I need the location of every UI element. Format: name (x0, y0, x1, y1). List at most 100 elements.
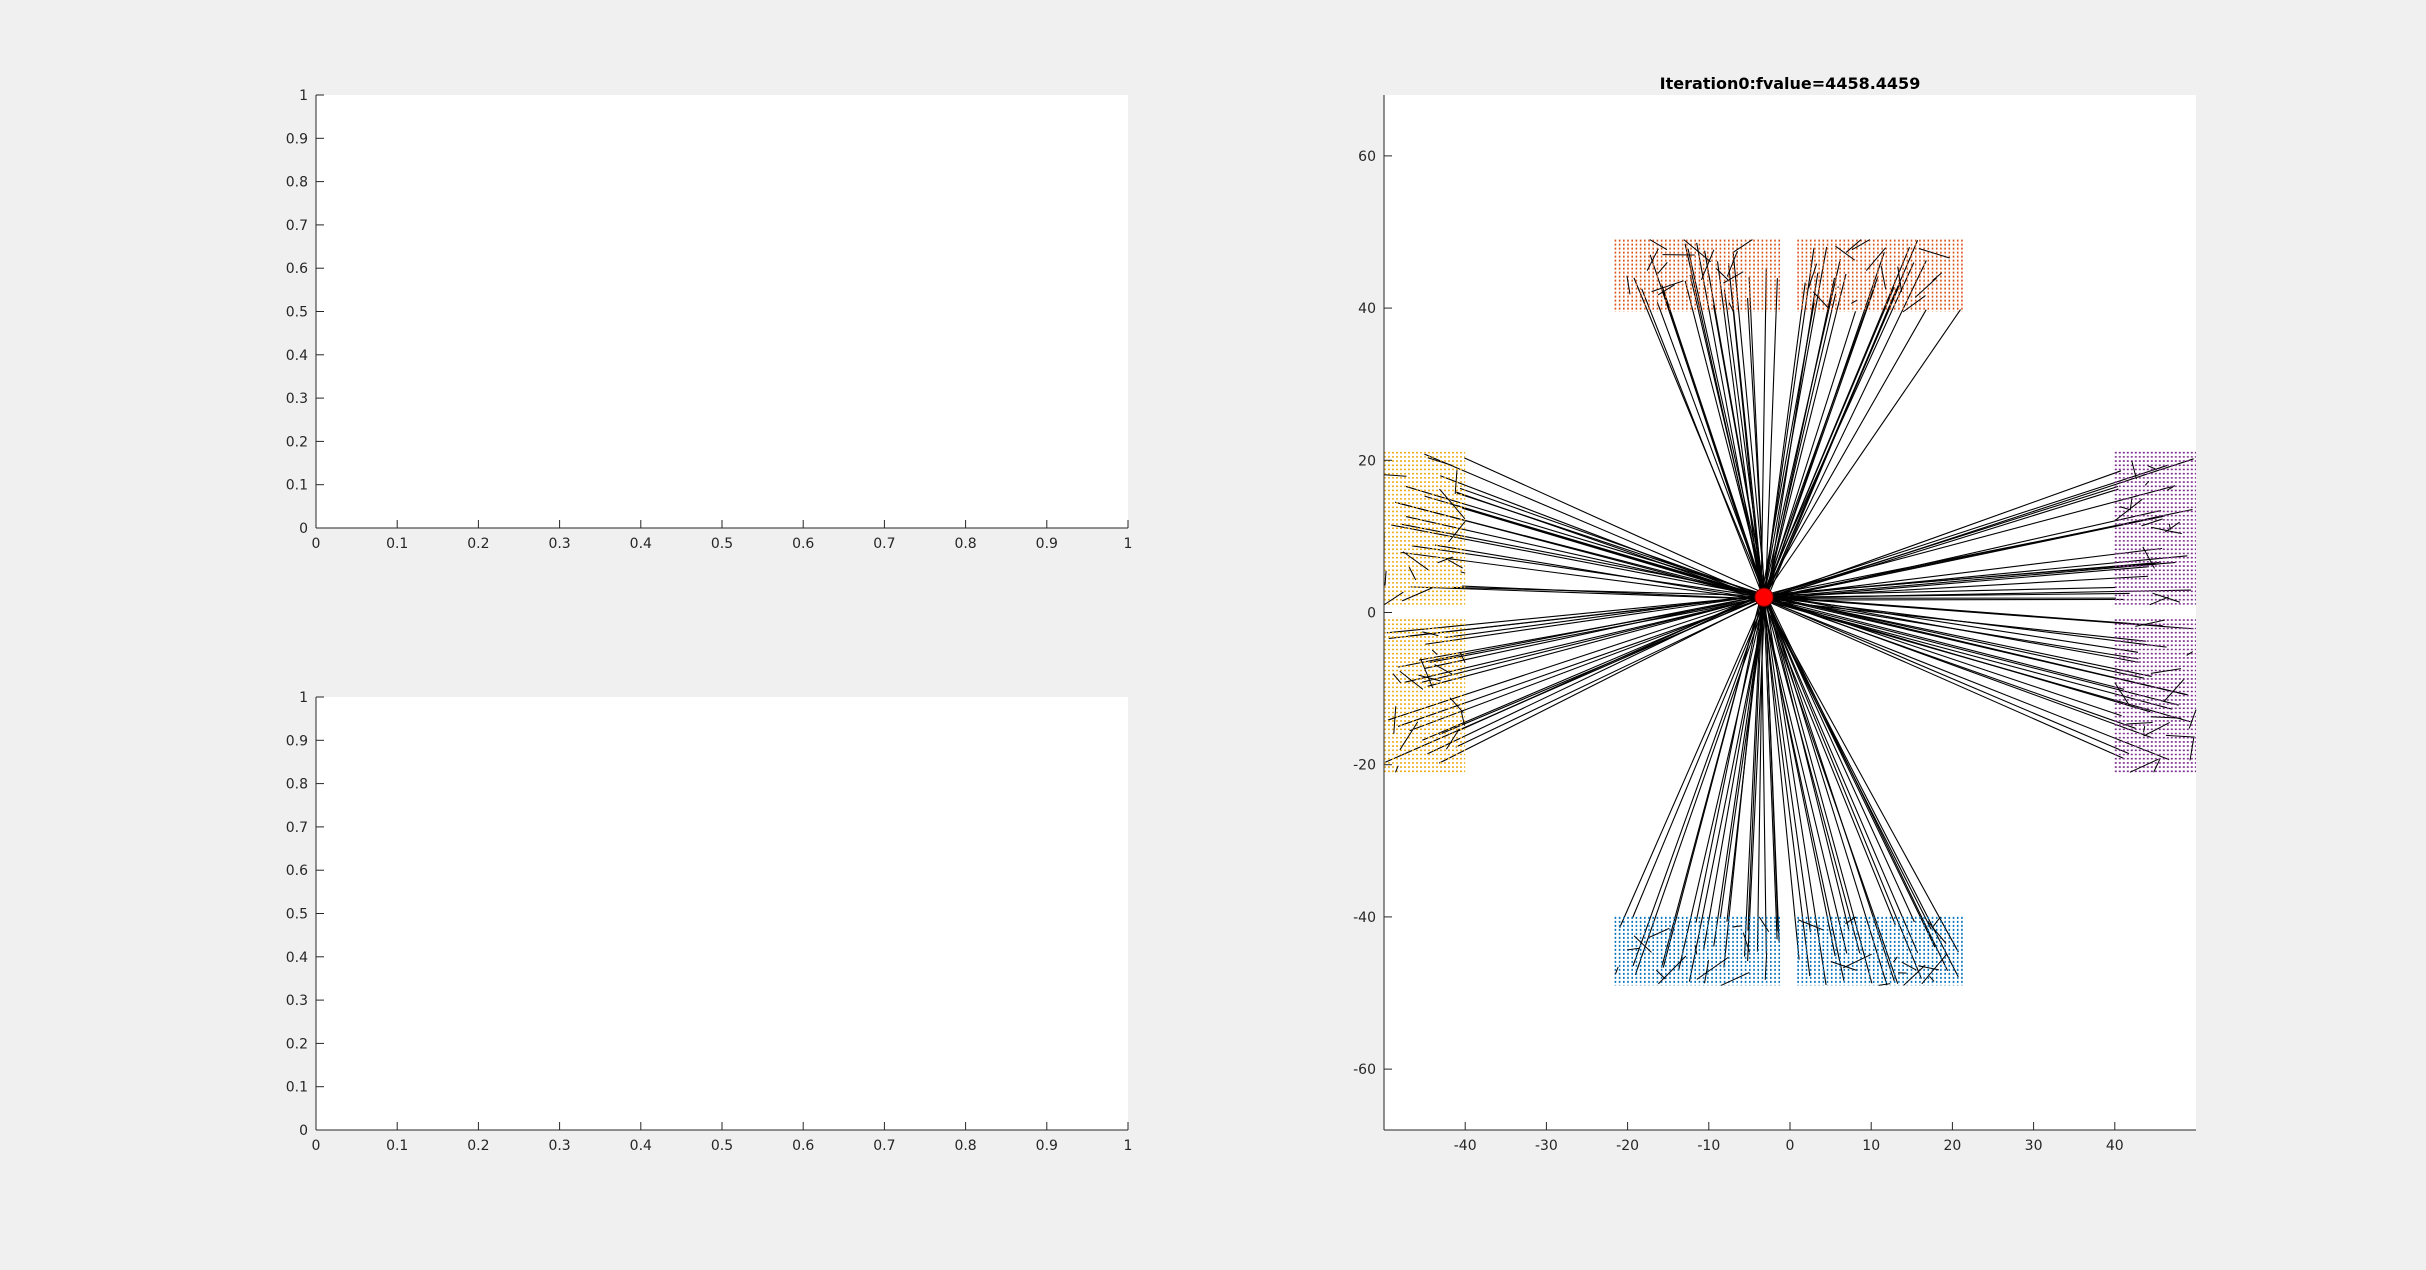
axes-right-xticks: -40 -30 -20 -10 0 10 20 30 40 (1454, 1122, 2124, 1154)
connection-line (1764, 561, 2176, 599)
local-segment (1929, 975, 1935, 982)
connection-line (1766, 596, 2194, 630)
local-segment (1758, 916, 1770, 933)
connection-line (1716, 261, 1762, 598)
y-tick-label: 0.7 (286, 820, 308, 836)
connection-line (1661, 285, 1768, 600)
x-tick-label: 1 (1124, 536, 1133, 552)
local-segment (1921, 953, 1948, 985)
connection-line (1397, 598, 1762, 727)
connection-line (1761, 309, 1927, 598)
x-tick-label: 0 (312, 1138, 321, 1154)
connection-line (1765, 485, 2176, 596)
connection-line (1619, 599, 1765, 928)
y-tick-label: 40 (1358, 301, 1376, 317)
x-tick-label: 0.9 (1036, 536, 1058, 552)
local-segment (2129, 498, 2133, 510)
local-segment (1865, 247, 1886, 272)
x-tick-label: 0.2 (467, 1138, 489, 1154)
y-tick-label: 60 (1358, 149, 1376, 165)
local-segment (2141, 518, 2163, 527)
x-tick-label: 0.4 (630, 1138, 652, 1154)
local-segment (1445, 728, 1460, 750)
local-segment (1851, 299, 1858, 304)
connection-line (1461, 585, 1766, 600)
connection-line (1411, 545, 1764, 598)
connection-line (1765, 594, 2139, 653)
local-segment (1764, 953, 1768, 980)
local-segment (2150, 526, 2182, 535)
local-segment (1431, 649, 1438, 655)
connection-line (1762, 246, 1911, 600)
local-segment (1808, 263, 1818, 289)
y-tick-label: 0.4 (286, 348, 308, 364)
connection-line (1455, 491, 1765, 600)
connection-line (1410, 586, 1766, 600)
y-tick-label: 0.2 (286, 1036, 308, 1052)
local-segment (1454, 470, 1458, 494)
connection-line (1762, 598, 2124, 759)
local-segment (2135, 619, 2165, 627)
y-tick-label: 0.3 (286, 993, 308, 1009)
connection-line (1713, 594, 1766, 947)
connection-line (1458, 593, 1762, 732)
y-tick-label: 0.5 (286, 907, 308, 923)
y-tick-label: 20 (1358, 453, 1376, 469)
axes-bottom-left-xticks: 0 0.1 0.2 0.3 0.4 0.5 0.6 0.7 0.8 0.9 1 (312, 1122, 1132, 1154)
connection-line (1763, 598, 1932, 930)
local-segment (1733, 239, 1753, 253)
local-segment (2143, 726, 2146, 733)
connection-line (1462, 507, 1766, 600)
local-segment (1720, 971, 1750, 986)
local-segment (1726, 250, 1738, 277)
connection-line (1695, 598, 1762, 923)
local-segment (1418, 674, 1441, 682)
y-tick-label: -60 (1353, 1062, 1376, 1078)
local-segment (1392, 673, 1402, 684)
local-segment (1648, 927, 1670, 939)
connection-line (1764, 285, 1876, 599)
local-segment (1732, 925, 1742, 928)
connection-line (1763, 598, 1778, 940)
local-segment (1434, 664, 1453, 675)
x-tick-label: 0.5 (711, 536, 733, 552)
connection-line (1731, 293, 1764, 597)
connection-lines (1384, 240, 2194, 986)
connection-line (1418, 596, 1767, 661)
y-tick-label: 0 (299, 521, 308, 537)
connection-line (1765, 595, 2163, 627)
grid-orange-left (1614, 239, 1781, 313)
grid-blue-right (1797, 916, 1963, 986)
local-segment (1845, 239, 1862, 253)
connection-line (1764, 595, 1922, 979)
local-segment (2168, 523, 2171, 530)
x-tick-label: -40 (1454, 1138, 1477, 1154)
local-segment (1383, 474, 1407, 477)
x-tick-label: 20 (1943, 1138, 1961, 1154)
x-tick-label: 0.1 (386, 536, 408, 552)
x-tick-label: 30 (2025, 1138, 2043, 1154)
connection-line (1762, 600, 1811, 977)
connection-line (1766, 595, 2145, 679)
connection-line (1764, 598, 1959, 978)
local-segment (1460, 571, 1466, 574)
chart-title: Iteration0:fvalue=4458.4459 (1660, 74, 1921, 93)
y-tick-label: -20 (1353, 758, 1376, 774)
y-tick-label: 0.5 (286, 305, 308, 321)
connection-line (1747, 595, 1763, 931)
connection-line (1764, 273, 1847, 598)
y-tick-label: 0.4 (286, 950, 308, 966)
connection-line (1766, 594, 2139, 663)
local-segment (1384, 570, 1387, 586)
axes-top-left: 0 0.1 0.2 0.3 0.4 0.5 0.6 0.7 0.8 0.9 1 0 0.1 0.2 0.3… (286, 88, 1133, 552)
connection-line (1761, 596, 1836, 957)
x-tick-label: -10 (1697, 1138, 1720, 1154)
connection-line (1765, 240, 1919, 598)
local-segment (2144, 480, 2150, 486)
local-segment (1892, 956, 1898, 963)
local-segment (2149, 596, 2170, 606)
connection-line (1763, 596, 1811, 933)
connection-line (1761, 599, 2146, 642)
local-segment (1657, 284, 1675, 296)
